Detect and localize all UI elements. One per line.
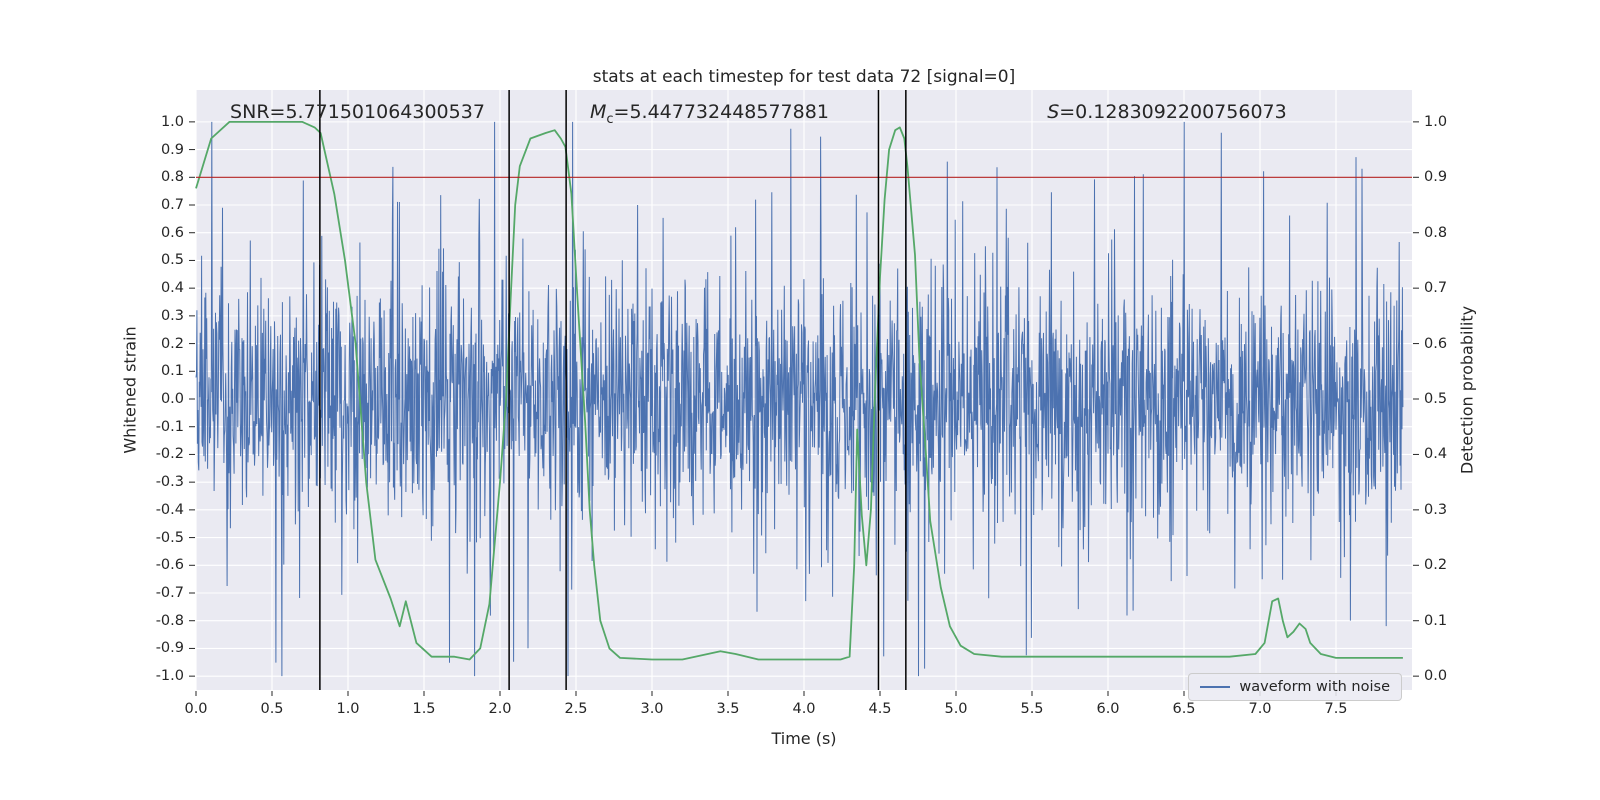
y-right-tick-label: 1.0	[1424, 113, 1448, 130]
x-tick-label: 2.0	[488, 701, 512, 717]
y-left-tick-label: -0.5	[155, 529, 184, 546]
legend-label: waveform with noise	[1239, 679, 1390, 695]
noise-series	[195, 121, 1404, 677]
y-left-tick-label: -0.8	[155, 612, 184, 629]
chart-title: stats at each timestep for test data 72 …	[592, 67, 1016, 87]
y-left-tick-label: 0.8	[160, 169, 184, 186]
y-right-tick-label: 0.1	[1424, 612, 1448, 629]
y-left-tick-label: -0.9	[155, 640, 184, 657]
y-left-tick-label: -0.4	[155, 501, 184, 518]
y-left-tick-label: 0.3	[160, 307, 184, 324]
x-tick-label: 7.0	[1248, 701, 1272, 717]
x-tick-label: 0.5	[260, 701, 284, 717]
x-axis-label: Time (s)	[771, 729, 837, 748]
legend-line-sample	[1200, 686, 1231, 688]
probability-series	[195, 121, 1403, 661]
x-tick-label: 4.5	[868, 701, 892, 717]
y-left-tick-label: 0.9	[160, 141, 184, 158]
y-right-tick-label: 0.6	[1424, 335, 1448, 352]
y-left-tick-label: 0.5	[160, 252, 184, 269]
y-right-tick-label: 0.9	[1424, 169, 1448, 186]
x-tick-label: 5.5	[1020, 701, 1044, 717]
y-left-tick-label: 0.2	[160, 335, 184, 352]
y-right-tick-label: 0.7	[1424, 280, 1448, 297]
annotation-chirp-mass-sub: c	[606, 111, 614, 127]
y-left-tick-label: 0.6	[160, 224, 184, 241]
x-tick-label: 6.5	[1172, 701, 1196, 717]
y-right-tick-label: 0.8	[1424, 224, 1448, 241]
x-tick-label: 1.5	[412, 701, 436, 717]
x-tick-label: 4.0	[792, 701, 816, 717]
y-left-tick-label: -0.3	[155, 474, 184, 491]
y-right-tick-label: 0.0	[1424, 668, 1448, 685]
annotation-chirp-mass-value: =5.447732448577881	[613, 101, 829, 123]
y-axis-label-left: Whitened strain	[120, 326, 140, 454]
annotation-snr-value: =5.771501064300537	[269, 101, 485, 123]
annotation-s-stat: S=0.1283092200756073	[1047, 101, 1287, 127]
annotation-s-stat-symbol: S	[1047, 101, 1060, 123]
x-tick-label: 7.5	[1324, 701, 1348, 717]
y-left-tick-label: -0.1	[155, 418, 184, 435]
x-tick-label: 2.5	[564, 701, 588, 717]
annotation-chirp-mass: Mc=5.447732448577881	[590, 101, 829, 127]
y-left-tick-label: 0.1	[160, 363, 184, 380]
y-left-tick-label: 0.0	[160, 391, 184, 407]
y-right-tick-label: 0.2	[1424, 557, 1448, 574]
annotation-s-stat-value: =0.1283092200756073	[1059, 101, 1287, 123]
y-left-tick-label: -0.2	[155, 446, 184, 463]
annotation-chirp-mass-symbol: M	[589, 101, 607, 123]
annotation-snr-symbol: SNR	[230, 101, 270, 123]
y-right-tick-label: 0.5	[1424, 391, 1448, 407]
y-left-tick-label: -0.6	[155, 557, 184, 574]
y-right-tick-label: 0.4	[1424, 446, 1448, 463]
y-left-tick-label: -1.0	[155, 668, 184, 685]
legend: waveform with noise	[1188, 673, 1402, 701]
y-left-tick-label: 1.0	[160, 113, 184, 130]
x-tick-label: 3.5	[716, 701, 740, 717]
x-tick-label: 0.0	[184, 701, 208, 717]
y-left-tick-label: 0.7	[160, 197, 184, 213]
y-right-tick-label: 0.3	[1424, 501, 1448, 518]
annotation-snr: SNR=5.771501064300537	[230, 101, 485, 127]
y-left-tick-label: -0.7	[155, 585, 184, 601]
y-left-tick-label: 0.4	[160, 280, 184, 297]
x-tick-label: 5.0	[944, 701, 968, 717]
x-tick-label: 1.0	[336, 701, 360, 717]
x-tick-label: 6.0	[1096, 701, 1120, 717]
y-axis-label-right: Detection probability	[1457, 305, 1477, 475]
x-tick-label: 3.0	[640, 701, 664, 717]
